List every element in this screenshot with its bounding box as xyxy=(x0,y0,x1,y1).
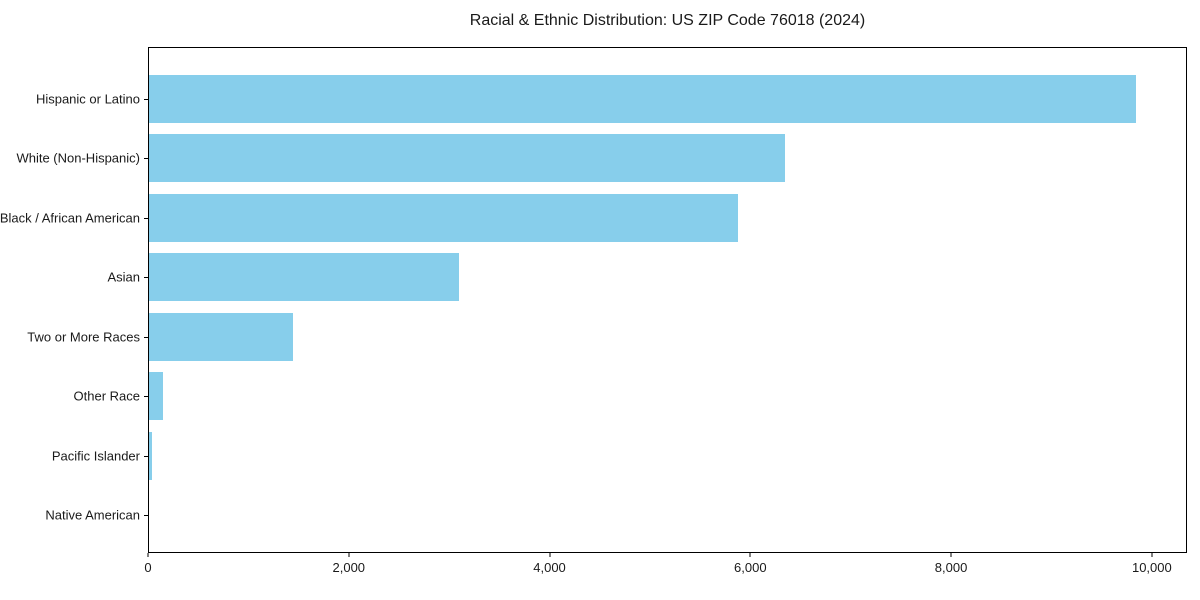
bar xyxy=(149,74,1136,123)
x-tick-label: 4,000 xyxy=(533,560,566,575)
x-axis: 0 2,000 4,000 6,000 8,000 10,000 xyxy=(144,553,1187,583)
plot-area: Hispanic or Latino White (Non-Hispanic) Bl… xyxy=(0,47,1187,553)
y-axis-label: Hispanic or Latino xyxy=(35,91,140,107)
y-tick-mark xyxy=(144,515,148,517)
bar xyxy=(149,312,294,361)
chart-row: Asian xyxy=(107,248,1186,308)
x-tick-label: 6,000 xyxy=(734,560,767,575)
bar xyxy=(149,134,786,183)
y-axis-label: Asian xyxy=(107,269,140,285)
y-tick-mark xyxy=(144,277,148,279)
bar xyxy=(149,253,459,302)
x-tick-mark xyxy=(348,553,350,557)
y-axis-label: Native American xyxy=(45,507,140,523)
y-tick-mark xyxy=(144,336,148,338)
x-tick-mark xyxy=(549,553,551,557)
chart-row: Black / African American xyxy=(0,188,1186,248)
chart-title: Racial & Ethnic Distribution: US ZIP Cod… xyxy=(469,12,866,29)
bar xyxy=(149,372,164,421)
x-tick-label: 8,000 xyxy=(934,560,968,575)
bar xyxy=(149,431,152,480)
y-tick-mark xyxy=(144,217,148,219)
chart-row: White (Non-Hispanic) xyxy=(16,129,1186,189)
y-tick-mark xyxy=(144,455,148,457)
y-axis-label: White (Non-Hispanic) xyxy=(16,150,140,166)
chart-row: Two or More Races xyxy=(27,307,1186,367)
x-tick-mark xyxy=(749,553,751,557)
y-axis-label: Pacific Islander xyxy=(51,448,140,464)
x-tick-label: 2,000 xyxy=(332,560,366,575)
rows: Hispanic or Latino White (Non-Hispanic) Bl… xyxy=(0,48,1186,552)
x-tick-label: 0 xyxy=(144,560,152,575)
y-axis-label: Two or More Races xyxy=(27,329,140,345)
chart-row: Other Race xyxy=(74,367,1186,427)
chart-row: Pacific Islander xyxy=(52,426,1186,486)
chart-row: Native American xyxy=(45,486,1186,546)
chart-row: Hispanic or Latino xyxy=(36,69,1186,129)
y-tick-mark xyxy=(144,158,148,160)
x-tick-mark xyxy=(950,553,952,557)
y-axis-label: Other Race xyxy=(73,388,140,404)
y-axis-label: Black / African American xyxy=(0,210,140,226)
x-tick-mark xyxy=(1151,553,1153,557)
y-tick-mark xyxy=(144,98,148,100)
bar xyxy=(149,193,739,242)
x-tick-mark xyxy=(147,553,149,557)
y-tick-mark xyxy=(144,396,148,398)
x-tick-label: 10,000 xyxy=(1131,560,1172,575)
